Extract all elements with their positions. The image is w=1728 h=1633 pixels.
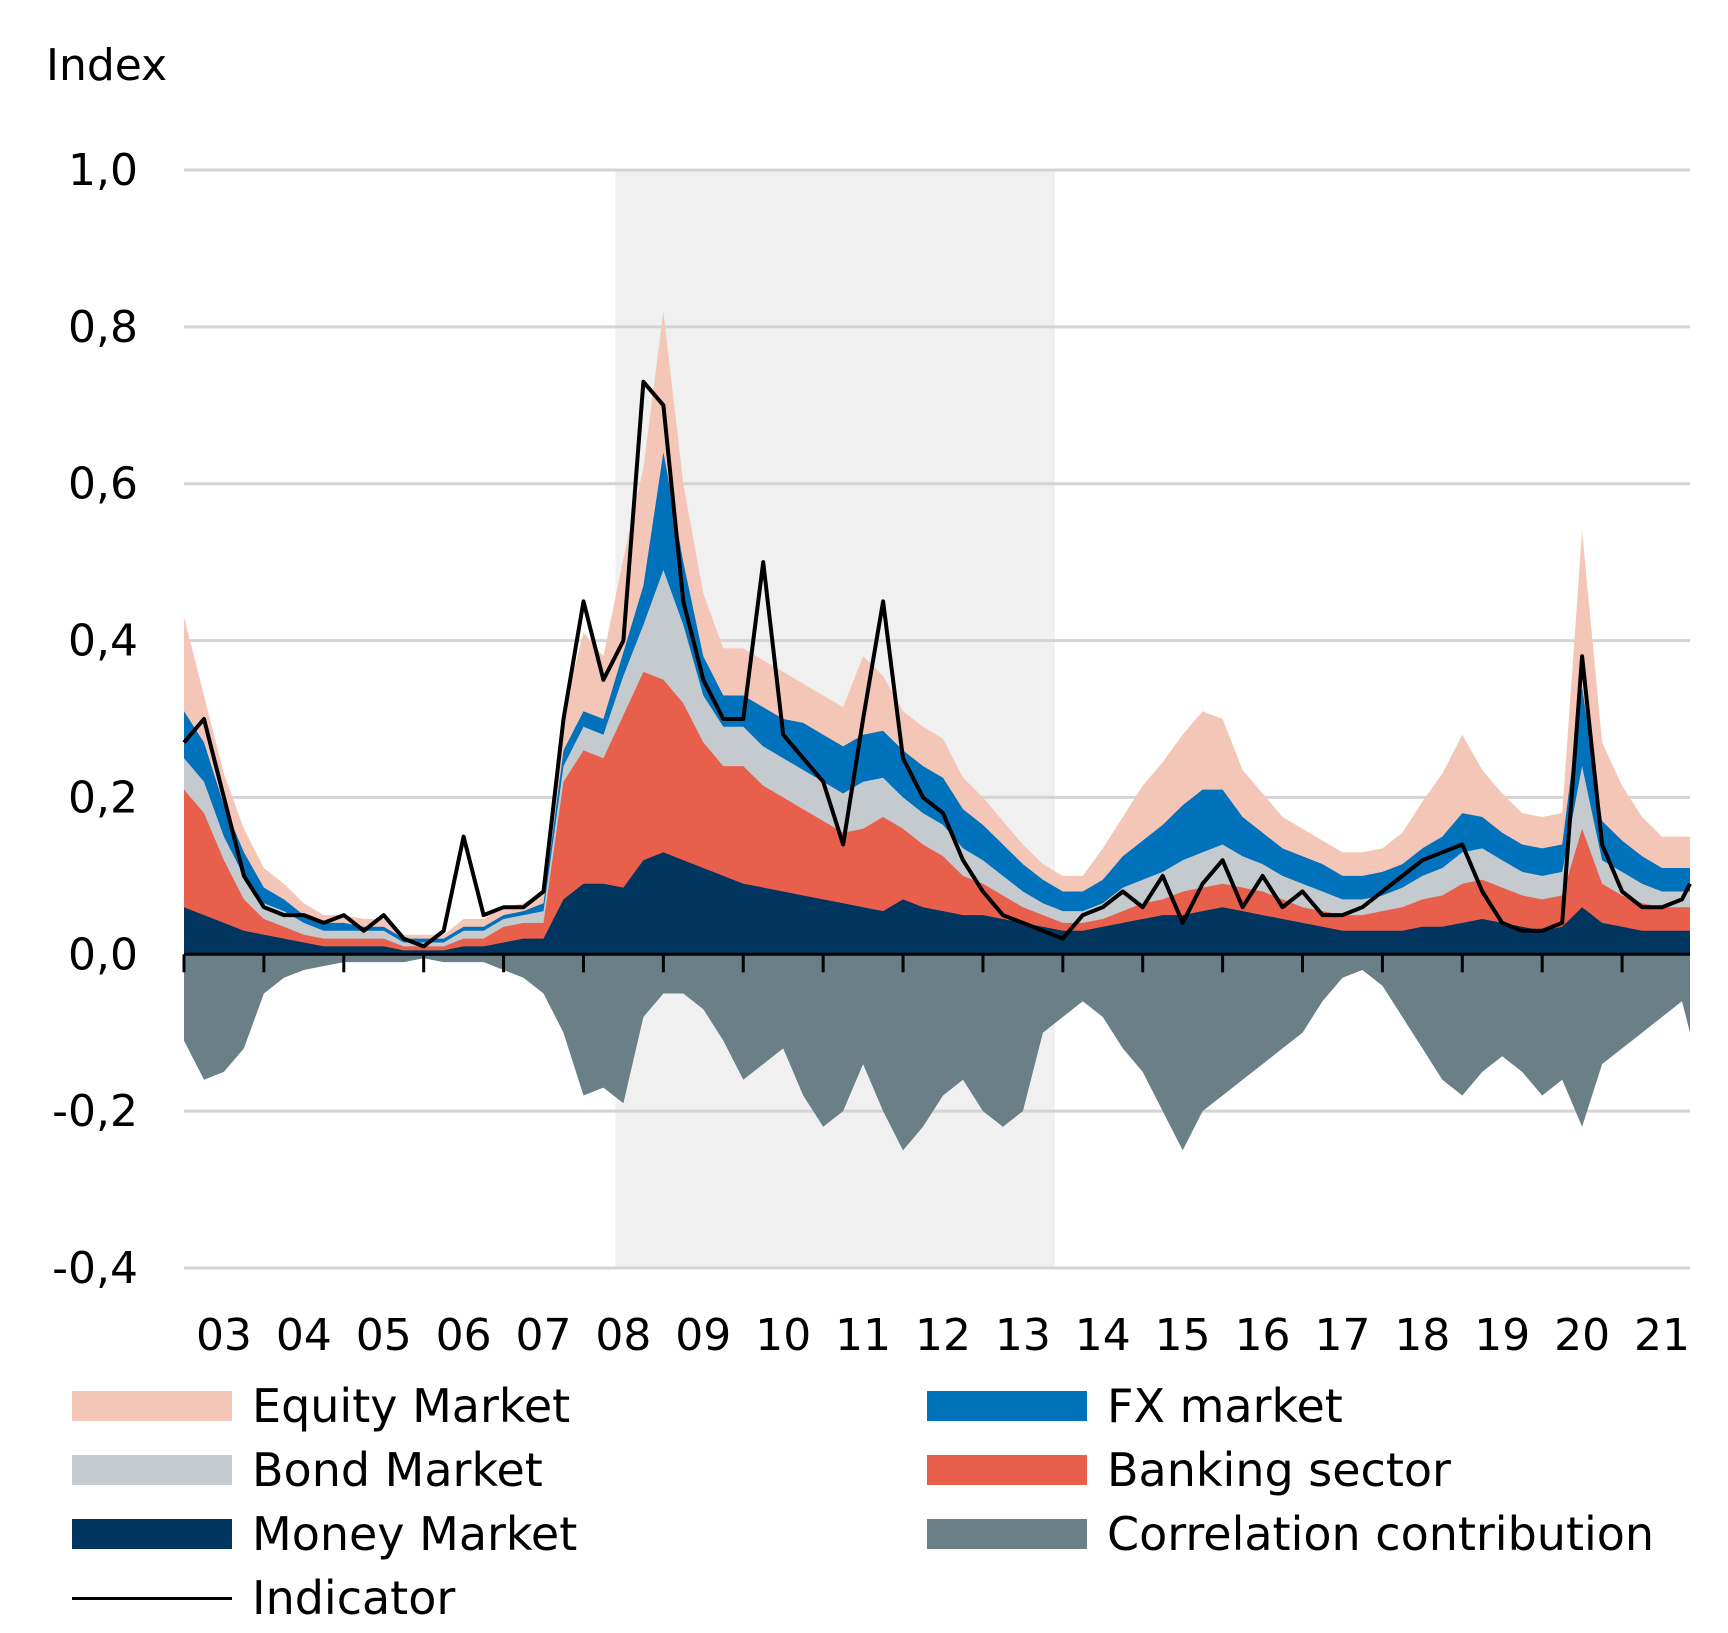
legend-item-banking: Banking sector (927, 1440, 1451, 1500)
y-tick-label: 0,8 (68, 302, 138, 353)
legend-item-equity: Equity Market (72, 1376, 570, 1436)
x-tick-label: 10 (755, 1310, 811, 1361)
area-correlation-contribution (184, 954, 1690, 1151)
y-tick-label: 0,0 (68, 929, 138, 980)
legend-label: Correlation contribution (1107, 1507, 1655, 1561)
x-tick-label: 14 (1075, 1310, 1131, 1361)
x-tick-label: 05 (356, 1310, 412, 1361)
legend-swatch (72, 1391, 232, 1421)
x-tick-label: 13 (995, 1310, 1051, 1361)
legend-swatch (72, 1455, 232, 1485)
legend-item-correlation: Correlation contribution (927, 1504, 1654, 1564)
y-tick-label: 1,0 (68, 145, 138, 196)
x-tick-label: 04 (276, 1310, 332, 1361)
x-tick-label: 08 (595, 1310, 651, 1361)
y-tick-label: -0,4 (52, 1243, 138, 1294)
legend-label: Bond Market (252, 1443, 543, 1497)
y-tick-labels: 1,0 0,8 0,6 0,4 0,2 0,0 -0,2 -0,4 (52, 145, 138, 1294)
legend-label: Indicator (252, 1571, 456, 1625)
indicator-line-layer (182, 379, 1692, 949)
x-tick-label: 15 (1155, 1310, 1211, 1361)
x-tick-label: 16 (1235, 1310, 1291, 1361)
legend-swatch (927, 1519, 1087, 1549)
x-tick-label: 17 (1314, 1310, 1370, 1361)
x-tick-labels: 03 04 05 06 07 08 09 10 11 12 13 14 15 16 17 18 19 20 21 (196, 1310, 1690, 1361)
y-tick-label: 0,6 (68, 459, 138, 510)
x-tick-label: 06 (436, 1310, 492, 1361)
legend-item-fx: FX market (927, 1376, 1343, 1436)
chart: Index 1,00,80,60,40,20,0-0,2-0,4 03 04 05 0… (46, 40, 1692, 1361)
legend-item-money: Money Market (72, 1504, 577, 1564)
area-money-market (184, 852, 1690, 955)
gridlines (184, 168, 1690, 1270)
indicator-line (182, 379, 1692, 949)
x-tick-label: 11 (835, 1310, 891, 1361)
x-tick-label: 12 (915, 1310, 971, 1361)
x-tick-label: 21 (1634, 1310, 1690, 1361)
legend-swatch (72, 1519, 232, 1549)
legend-label: FX market (1107, 1379, 1343, 1433)
legend-label: Equity Market (252, 1379, 571, 1433)
legend-line (72, 1596, 232, 1600)
x-tick-label: 18 (1394, 1310, 1450, 1361)
legend-label: Money Market (252, 1507, 578, 1561)
area-banking-sector (184, 671, 1690, 955)
x-tick-label: 09 (675, 1310, 731, 1361)
stacked-areas (184, 311, 1690, 1151)
y-tick-label: 0,4 (68, 616, 138, 667)
x-axis (182, 952, 1690, 973)
legend-item-bond: Bond Market (72, 1440, 543, 1500)
x-tick-label: 03 (196, 1310, 252, 1361)
legend-swatch (927, 1455, 1087, 1485)
y-tick-label: 0,2 (68, 772, 138, 823)
legend-item-indicator: Indicator (72, 1568, 455, 1628)
x-tick-label: 20 (1554, 1310, 1610, 1361)
legend-label: Banking sector (1107, 1443, 1451, 1497)
y-axis-label: Index (46, 40, 167, 91)
x-tick-label: 07 (516, 1310, 572, 1361)
y-tick-label: -0,2 (52, 1086, 138, 1137)
legend-swatch (927, 1391, 1087, 1421)
x-tick-label: 19 (1474, 1310, 1530, 1361)
